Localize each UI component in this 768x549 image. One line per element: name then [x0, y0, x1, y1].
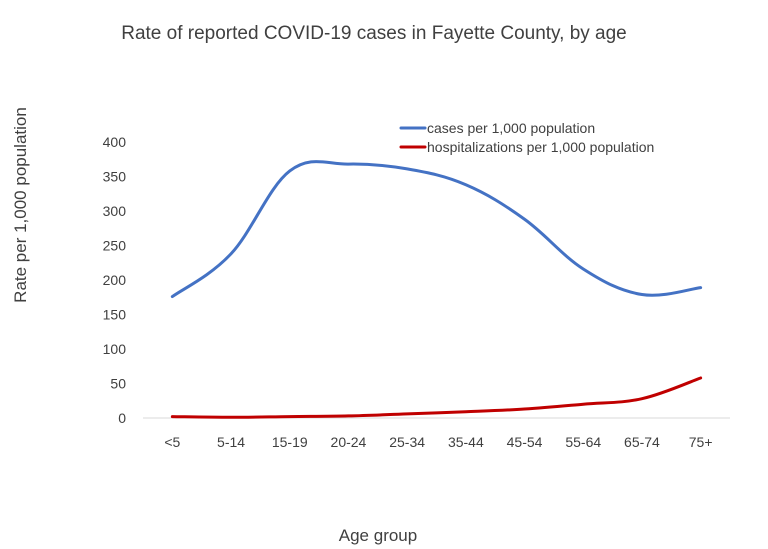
- y-tick-label: 150: [103, 307, 127, 323]
- y-tick-label: 0: [118, 410, 126, 426]
- y-axis-title: Rate per 1,000 population: [11, 107, 30, 303]
- legend: cases per 1,000 population hospitalizatio…: [399, 120, 654, 155]
- x-tick-label: 55-64: [565, 434, 601, 450]
- x-tick-label: 45-54: [507, 434, 543, 450]
- y-tick-label: 200: [103, 272, 127, 288]
- y-tick-label: 300: [103, 203, 127, 219]
- x-tick-label: 5-14: [217, 434, 245, 450]
- y-tick-label: 400: [103, 134, 127, 150]
- x-tick-label: 35-44: [448, 434, 484, 450]
- x-tick-label: <5: [164, 434, 180, 450]
- x-tick-label: 25-34: [389, 434, 425, 450]
- legend-label: cases per 1,000 population: [427, 120, 595, 136]
- x-tick-label: 65-74: [624, 434, 660, 450]
- chart-title: Rate of reported COVID-19 cases in Fayet…: [121, 23, 627, 44]
- y-tick-label: 250: [103, 238, 127, 254]
- series-line-hospitalizations: [170, 376, 703, 419]
- y-axis-ticks: 0 50 100 150 200 250 300 350 400: [103, 134, 127, 426]
- x-tick-label: 20-24: [331, 434, 367, 450]
- series-layer: [170, 160, 703, 419]
- y-tick-label: 350: [103, 169, 127, 185]
- x-axis-title: Age group: [339, 526, 417, 545]
- legend-label: hospitalizations per 1,000 population: [427, 139, 654, 155]
- x-axis-ticks: <5 5-14 15-19 20-24 25-34 35-44 45-54 55-64 65-7…: [164, 434, 712, 450]
- x-tick-label: 75+: [689, 434, 713, 450]
- x-tick-label: 15-19: [272, 434, 308, 450]
- series-line-cases: [170, 160, 703, 299]
- y-tick-label: 50: [110, 376, 126, 392]
- y-tick-label: 100: [103, 341, 127, 357]
